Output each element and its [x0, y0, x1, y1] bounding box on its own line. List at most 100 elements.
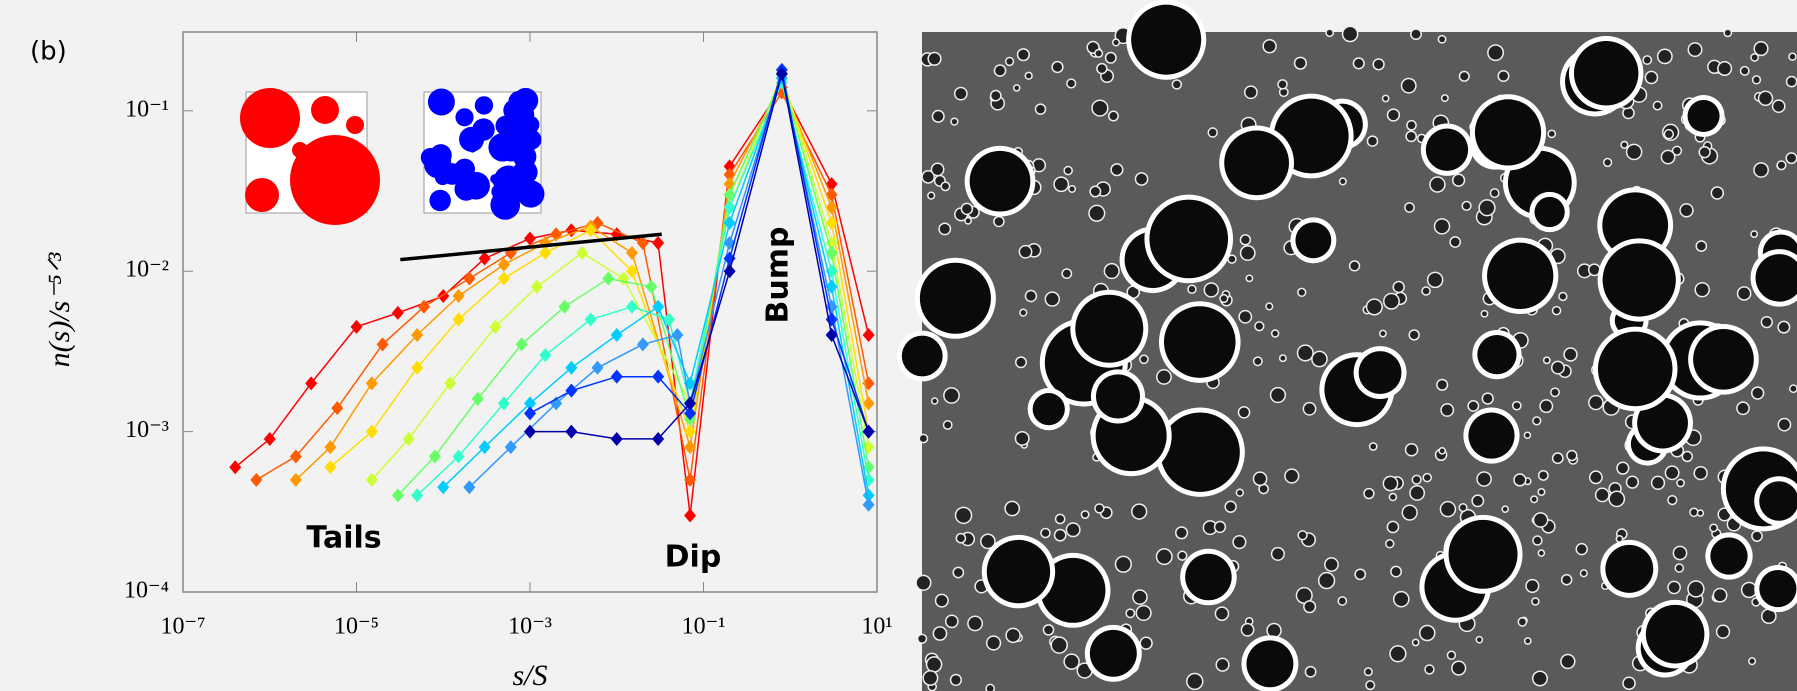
data-point	[452, 289, 465, 304]
photo-drop	[1149, 199, 1229, 279]
photo-droplet	[1608, 490, 1626, 508]
photo-droplet	[1277, 79, 1288, 90]
data-point	[250, 472, 263, 487]
photo-droplet	[1539, 399, 1554, 414]
photo-droplet	[1265, 302, 1274, 311]
data-point	[452, 312, 465, 327]
photo-droplet	[1365, 680, 1376, 691]
inset-disc	[496, 132, 526, 162]
photo-droplet	[1053, 528, 1067, 542]
photo-droplet	[1551, 305, 1562, 316]
photo-droplet	[1381, 94, 1390, 103]
photo-droplet	[1513, 473, 1527, 487]
photo-droplet	[1537, 487, 1546, 497]
data-point	[324, 460, 337, 475]
data-point	[324, 440, 337, 455]
photo-droplet	[1489, 188, 1500, 199]
photo-droplet	[1040, 527, 1051, 539]
photo-droplet	[1171, 79, 1182, 90]
photo-drop	[1487, 242, 1554, 309]
photo-droplet	[1411, 474, 1422, 485]
data-point	[365, 424, 378, 439]
data-point	[391, 305, 404, 320]
photo-droplet	[1383, 292, 1400, 310]
photo-droplet	[1385, 539, 1395, 549]
photo-droplet	[1368, 442, 1378, 451]
data-point	[524, 396, 536, 411]
photo-droplet	[955, 532, 967, 544]
data-point	[684, 424, 697, 439]
photo-droplet	[1451, 660, 1467, 676]
photo-droplet	[930, 397, 939, 405]
photo-droplet	[1476, 471, 1492, 487]
photo-droplet	[1392, 590, 1410, 608]
photo-droplet	[1107, 110, 1119, 122]
photo-droplet	[1401, 504, 1418, 521]
data-point	[862, 396, 875, 411]
photo-droplet	[1480, 309, 1489, 318]
photo-droplet	[1063, 165, 1073, 176]
photo-droplet	[1710, 186, 1725, 200]
photo-droplet	[1575, 542, 1588, 556]
photo-droplet	[1155, 548, 1173, 566]
photo-droplet	[1405, 130, 1418, 143]
photo-droplet	[1777, 320, 1791, 334]
photo-droplet	[1723, 28, 1733, 38]
data-point	[497, 271, 510, 286]
photo-droplet	[943, 387, 960, 404]
photo-droplet	[980, 533, 996, 550]
data-point	[524, 231, 536, 246]
photo-droplet	[1717, 61, 1733, 77]
photo-droplet	[953, 86, 968, 101]
data-point	[418, 299, 431, 314]
inset-disc	[474, 96, 494, 115]
photo-droplet	[1390, 565, 1402, 578]
data-point	[558, 299, 571, 314]
series-line	[371, 71, 870, 481]
data-point	[775, 66, 788, 81]
annotation: Tails	[306, 521, 381, 556]
photo-drop	[1089, 629, 1137, 677]
photo-droplet	[1050, 636, 1068, 654]
data-point	[610, 431, 623, 446]
data-point	[723, 200, 736, 215]
photo-drop	[1710, 537, 1748, 575]
photo-droplet	[1681, 450, 1693, 463]
data-point	[289, 449, 302, 464]
photo-drop	[1032, 393, 1065, 426]
photo-droplet	[1671, 145, 1683, 156]
photo-drop	[1295, 222, 1332, 259]
inset-disc	[311, 96, 339, 124]
data-point	[825, 200, 838, 215]
photo-drop	[1185, 553, 1232, 601]
photo-droplet	[934, 593, 949, 608]
photo-droplet	[1262, 39, 1277, 54]
photo-droplet	[1270, 546, 1285, 561]
x-tick-label: 10⁻³	[508, 614, 552, 640]
photo-droplet	[1219, 293, 1229, 304]
photo-droplet	[1588, 394, 1604, 411]
inset-disc	[240, 88, 300, 148]
photo-drop	[1597, 331, 1673, 407]
photo-drop	[1468, 412, 1515, 459]
photo-droplet	[1404, 442, 1419, 457]
photo-droplet	[1302, 401, 1317, 416]
photo-droplet	[1065, 522, 1081, 538]
photo-droplet	[1760, 315, 1773, 329]
data-point	[350, 319, 363, 334]
data-point	[530, 279, 543, 294]
inset-disc	[517, 180, 545, 208]
photo-droplet	[1531, 670, 1548, 687]
photo-droplet	[1409, 485, 1426, 501]
photo-droplet	[1061, 268, 1073, 279]
y-tick-label: 10⁻²	[125, 257, 169, 283]
data-point	[497, 396, 510, 411]
photo-droplet	[1132, 589, 1148, 605]
data-point	[862, 328, 875, 343]
y-tick-label: 10⁻³	[125, 417, 169, 443]
photo-drop	[1645, 604, 1705, 664]
photo-drop	[1693, 329, 1754, 390]
photo-droplet	[1278, 354, 1287, 363]
photo-droplet	[1418, 624, 1436, 642]
